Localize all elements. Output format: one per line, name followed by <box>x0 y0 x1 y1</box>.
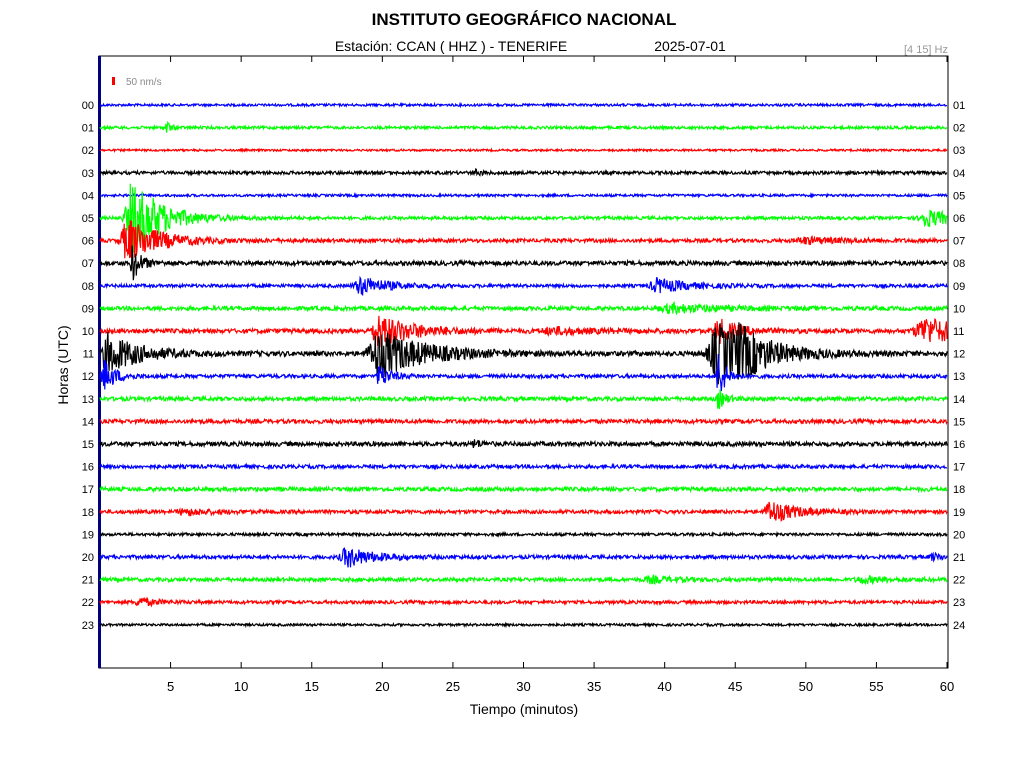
trace-hour-18 <box>99 501 948 522</box>
left-hour-label: 04 <box>82 190 94 202</box>
trace-hour-10 <box>99 315 948 348</box>
left-hour-axis: 00 01 02 03 04 05 06 07 08 09 10 11 12 13 14 15 16 17 18 19… <box>82 100 94 632</box>
left-hour-label: 06 <box>82 236 94 248</box>
y-axis-label: Horas (UTC) <box>55 325 71 404</box>
left-hour-label: 02 <box>82 145 94 157</box>
x-tick-label: 50 <box>799 679 813 694</box>
x-tick-label: 5 <box>167 679 174 694</box>
right-hour-label: 07 <box>953 236 965 248</box>
right-hour-axis: 01 02 03 04 05 06 07 08 09 10 11 12 13 14 15 16 17 18 19 20… <box>953 100 965 632</box>
x-tick-label: 40 <box>657 679 671 694</box>
left-hour-label: 22 <box>82 597 94 609</box>
right-hour-label: 14 <box>953 394 965 406</box>
trace-hour-11 <box>99 322 948 385</box>
trace-hour-19 <box>99 530 948 538</box>
left-hour-label: 05 <box>82 213 94 225</box>
right-hour-label: 12 <box>953 349 965 361</box>
left-hour-label: 14 <box>82 416 94 428</box>
left-hour-label: 15 <box>82 439 94 451</box>
x-tick-label: 20 <box>375 679 389 694</box>
left-hour-label: 08 <box>82 281 94 293</box>
date-label: 2025-07-01 <box>654 38 726 54</box>
right-hour-label: 20 <box>953 529 965 541</box>
x-axis: 5 10 15 20 25 30 35 40 45 50 55 60 <box>167 56 954 694</box>
filter-label: [4 15] Hz <box>904 44 948 56</box>
left-hour-label: 07 <box>82 258 94 270</box>
left-hour-label: 12 <box>82 371 94 383</box>
right-hour-label: 22 <box>953 575 965 587</box>
trace-hour-08 <box>99 275 948 296</box>
trace-hour-12 <box>99 353 948 392</box>
right-hour-label: 15 <box>953 416 965 428</box>
x-tick-label: 15 <box>305 679 319 694</box>
left-hour-label: 20 <box>82 552 94 564</box>
trace-hour-01 <box>99 120 948 133</box>
x-tick-label: 25 <box>446 679 460 694</box>
right-hour-label: 16 <box>953 439 965 451</box>
right-hour-label: 05 <box>953 190 965 202</box>
x-tick-label: 45 <box>728 679 742 694</box>
x-tick-label: 35 <box>587 679 601 694</box>
right-hour-label: 10 <box>953 303 965 315</box>
trace-hour-06 <box>99 220 948 259</box>
x-tick-label: 60 <box>940 679 954 694</box>
left-hour-label: 21 <box>82 575 94 587</box>
trace-hour-22 <box>99 596 948 608</box>
left-hour-label: 18 <box>82 507 94 519</box>
right-hour-label: 09 <box>953 281 965 293</box>
left-hour-label: 03 <box>82 168 94 180</box>
right-hour-label: 08 <box>953 258 965 270</box>
left-hour-label: 09 <box>82 303 94 315</box>
x-tick-label: 10 <box>234 679 248 694</box>
right-hour-label: 11 <box>953 326 964 338</box>
right-hour-label: 24 <box>953 620 965 632</box>
right-hour-label: 06 <box>953 213 965 225</box>
left-hour-label: 01 <box>82 123 94 135</box>
left-hour-label: 13 <box>82 394 94 406</box>
trace-hour-20 <box>99 547 948 568</box>
x-tick-label: 30 <box>516 679 530 694</box>
left-hour-label: 17 <box>82 484 94 496</box>
trace-hour-16 <box>99 462 947 471</box>
left-hour-label: 11 <box>83 349 94 361</box>
right-hour-label: 04 <box>953 168 965 180</box>
scale-marker <box>112 77 115 85</box>
trace-hour-17 <box>99 484 948 494</box>
scale-label: 50 nm/s <box>126 77 162 88</box>
trace-hour-02 <box>99 147 948 154</box>
left-hour-label: 23 <box>82 620 94 632</box>
trace-hour-15 <box>99 439 948 449</box>
trace-hour-05 <box>99 183 948 255</box>
right-hour-label: 13 <box>953 371 965 383</box>
trace-hour-09 <box>99 300 948 316</box>
trace-hour-21 <box>99 573 948 586</box>
right-hour-label: 19 <box>953 507 965 519</box>
x-tick-label: 55 <box>869 679 883 694</box>
trace-hour-00 <box>99 101 948 109</box>
right-hour-label: 17 <box>953 462 965 474</box>
trace-hour-13 <box>99 389 948 410</box>
left-hour-label: 19 <box>82 529 94 541</box>
right-hour-label: 18 <box>953 484 965 496</box>
right-hour-label: 03 <box>953 145 965 157</box>
trace-hour-14 <box>99 417 948 426</box>
right-hour-label: 02 <box>953 123 965 135</box>
right-hour-label: 01 <box>953 100 965 112</box>
right-hour-label: 23 <box>953 597 965 609</box>
chart-title: INSTITUTO GEOGRÁFICO NACIONAL <box>372 10 677 29</box>
trace-group <box>99 101 948 629</box>
trace-hour-07 <box>99 245 948 281</box>
left-hour-label: 00 <box>82 100 94 112</box>
trace-hour-23 <box>99 621 948 629</box>
left-hour-label: 10 <box>82 326 94 338</box>
right-hour-label: 21 <box>953 552 965 564</box>
trace-hour-04 <box>99 192 948 199</box>
left-hour-label: 16 <box>82 462 94 474</box>
trace-hour-03 <box>99 168 948 177</box>
station-label: Estación: CCAN ( HHZ ) - TENERIFE <box>335 38 567 54</box>
x-axis-label: Tiempo (minutos) <box>470 701 578 717</box>
